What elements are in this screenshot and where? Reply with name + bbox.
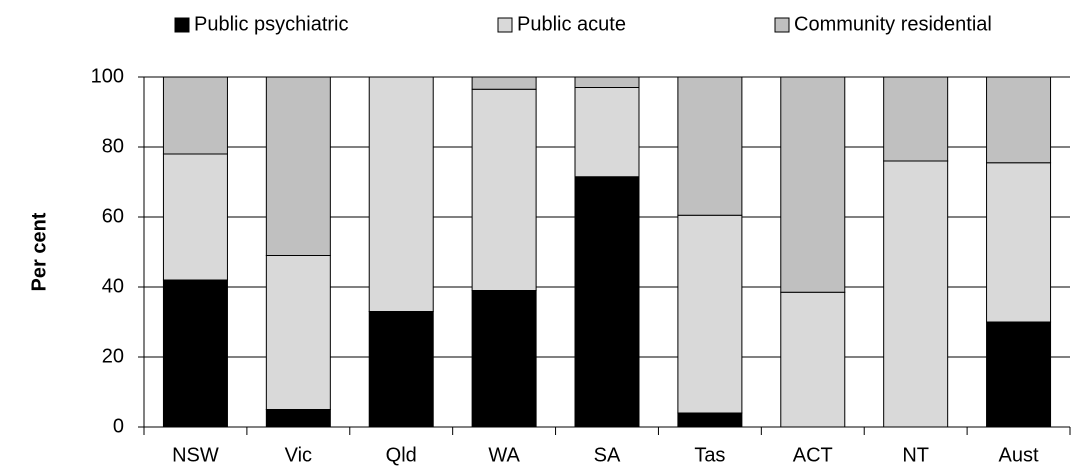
x-tick-label: Aust	[999, 444, 1039, 466]
y-tick-label: 80	[102, 135, 124, 157]
bar-segment	[574, 87, 640, 178]
bar-segment	[986, 162, 1052, 323]
bar-segment	[471, 290, 537, 428]
bar-segment	[574, 176, 640, 428]
bar-segment	[883, 76, 949, 162]
legend-swatch	[497, 17, 513, 33]
bar-segment	[780, 76, 846, 293]
y-tick-label: 60	[102, 205, 124, 227]
bar-segment	[986, 321, 1052, 428]
legend-label: Public psychiatric	[194, 13, 349, 35]
bar-segment	[368, 311, 434, 428]
bar-segment	[986, 76, 1052, 164]
x-tick-label: ACT	[793, 444, 833, 466]
bar-segment	[471, 76, 537, 90]
bar-segment	[162, 153, 228, 281]
bar-segment	[265, 255, 331, 410]
bar-segment	[677, 412, 743, 428]
bar-segment	[162, 76, 228, 155]
x-tick-label: Vic	[285, 444, 312, 466]
x-tick-label: SA	[594, 444, 621, 466]
bar-segment	[677, 214, 743, 414]
bar-segment	[677, 76, 743, 216]
y-tick-label: 20	[102, 345, 124, 367]
legend-label: Public acute	[517, 13, 626, 35]
bar-segment	[780, 291, 846, 428]
bar-segment	[265, 76, 331, 256]
legend-label: Community residential	[794, 13, 992, 35]
bar-segment	[162, 279, 228, 428]
x-tick-label: Qld	[386, 444, 417, 466]
y-tick-label: 100	[91, 65, 124, 87]
bar-segment	[574, 76, 640, 88]
y-tick-label: 0	[113, 415, 124, 437]
legend-swatch	[774, 17, 790, 33]
bar-segment	[368, 76, 434, 312]
x-tick-label: NSW	[172, 444, 219, 466]
bar-segment	[265, 409, 331, 428]
bar-segment	[471, 88, 537, 291]
bar-segment	[883, 160, 949, 428]
legend-swatch	[174, 17, 190, 33]
x-tick-label: WA	[488, 444, 520, 466]
x-tick-label: NT	[902, 444, 929, 466]
y-axis-label: Per cent	[28, 212, 50, 291]
y-tick-label: 40	[102, 275, 124, 297]
x-tick-label: Tas	[694, 444, 725, 466]
